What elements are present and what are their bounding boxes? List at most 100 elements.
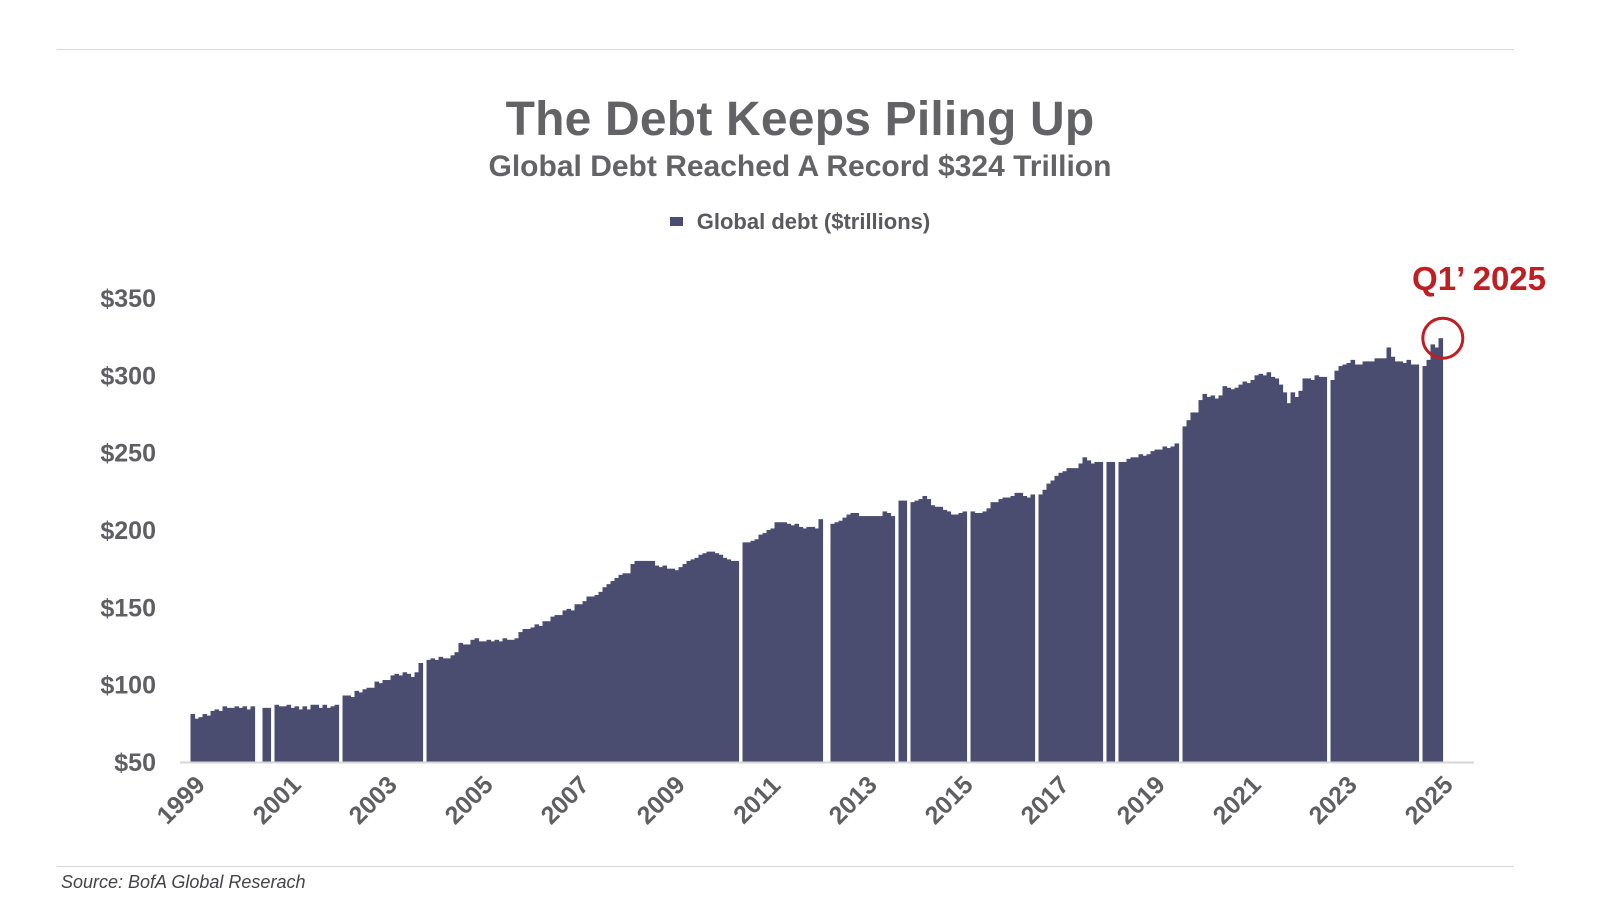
bar — [1262, 375, 1268, 762]
legend-label: Global debt ($trillions) — [696, 209, 931, 234]
bar — [654, 565, 660, 762]
bar — [650, 560, 656, 762]
bar — [938, 506, 944, 762]
bar — [606, 584, 612, 762]
bar — [1062, 471, 1068, 762]
bar — [1014, 492, 1020, 762]
bar — [1026, 497, 1032, 762]
bar — [1214, 398, 1220, 762]
bar — [1066, 468, 1072, 762]
bar — [406, 673, 412, 762]
bar — [802, 528, 808, 762]
bar — [626, 573, 632, 762]
highlight-circle — [1421, 316, 1465, 360]
bar — [858, 516, 864, 762]
bar — [1058, 472, 1064, 762]
bar — [330, 706, 336, 762]
bar — [1154, 449, 1160, 762]
bar — [542, 621, 548, 762]
bar — [470, 639, 476, 762]
bar — [370, 687, 376, 762]
bar — [398, 675, 404, 762]
bar — [622, 573, 628, 762]
bar — [502, 638, 508, 762]
bar — [634, 560, 640, 762]
bar — [298, 709, 304, 762]
bar — [874, 516, 880, 762]
bar — [1266, 372, 1272, 762]
bar — [554, 615, 560, 762]
bar — [546, 621, 552, 762]
bar — [478, 641, 484, 762]
bar — [1170, 446, 1176, 762]
bar — [646, 560, 652, 762]
bar — [1150, 451, 1156, 762]
bar — [758, 534, 764, 762]
bar — [326, 707, 332, 762]
bar — [726, 559, 732, 762]
bar — [774, 522, 780, 762]
y-axis: $50 $100 $150 $200 $250 $300 $350 — [100, 285, 156, 777]
bar — [658, 567, 664, 762]
bar — [890, 516, 896, 762]
bar — [210, 710, 216, 762]
bar — [790, 525, 796, 762]
bar — [1126, 458, 1132, 762]
bar — [1358, 364, 1364, 762]
bar — [714, 553, 720, 762]
bar — [1030, 494, 1036, 762]
bar — [1218, 395, 1224, 762]
bar — [1042, 489, 1048, 762]
bar — [1138, 454, 1144, 762]
bar — [486, 639, 492, 762]
bar — [1094, 461, 1100, 762]
bar — [1086, 460, 1092, 762]
bar — [694, 557, 700, 762]
bar — [402, 672, 408, 762]
bar — [206, 715, 212, 762]
bar — [1410, 364, 1416, 762]
bar — [754, 539, 760, 762]
bar — [1270, 376, 1276, 762]
bar — [462, 644, 468, 762]
bar — [346, 695, 352, 762]
bar — [994, 502, 1000, 762]
bar — [498, 641, 504, 762]
bar — [1414, 364, 1420, 762]
bar — [750, 540, 756, 762]
bar — [506, 639, 512, 762]
bar — [238, 707, 244, 762]
bar — [862, 516, 868, 762]
bar — [194, 718, 200, 762]
bar — [958, 512, 964, 762]
x-tick-label: 2007 — [536, 771, 595, 830]
bar — [1134, 457, 1140, 762]
bar — [1294, 396, 1300, 762]
bar — [678, 567, 684, 762]
bar — [834, 522, 840, 762]
bar — [914, 500, 920, 762]
bar — [1142, 455, 1148, 762]
bar-chart: $50 $100 $150 $200 $250 $300 $350 1999 2001 2003… — [100, 260, 1546, 830]
bar — [814, 528, 820, 762]
bar — [394, 673, 400, 762]
bar — [1250, 379, 1256, 762]
bar — [1378, 358, 1384, 762]
bar — [190, 714, 196, 762]
bar — [474, 638, 480, 762]
bar — [278, 706, 284, 762]
bar — [1078, 463, 1084, 762]
bar — [466, 644, 472, 762]
bar — [442, 658, 448, 762]
bar — [314, 704, 320, 762]
bar — [1190, 412, 1196, 762]
bar — [590, 596, 596, 762]
bar — [598, 591, 604, 762]
bar — [794, 523, 800, 762]
bar — [1050, 480, 1056, 762]
bar — [1382, 358, 1388, 762]
bar — [1146, 454, 1152, 762]
bar — [1130, 457, 1136, 762]
bar — [1386, 347, 1392, 762]
bar — [302, 706, 308, 762]
